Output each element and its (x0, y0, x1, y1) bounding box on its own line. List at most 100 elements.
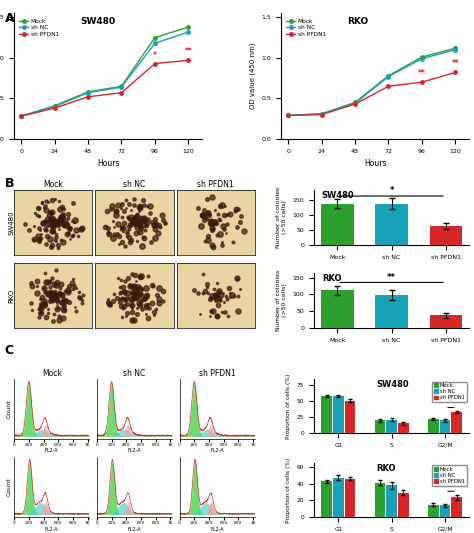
Mock (453, 45, 458, 51)
Text: **: ** (447, 398, 455, 407)
Line: sh NC: sh NC (19, 30, 190, 118)
X-axis label: FL2-A: FL2-A (45, 527, 59, 531)
Line: sh PFDN1: sh PFDN1 (19, 59, 190, 118)
Bar (345, 479, 356, 517)
Text: RKO: RKO (347, 17, 368, 26)
Bar (451, 497, 462, 517)
Text: RKO: RKO (376, 464, 396, 473)
Title: sh NC: sh NC (123, 180, 146, 189)
sh PFDN1 (453, 69, 458, 76)
Y-axis label: SW480: SW480 (9, 210, 14, 235)
Bar (429, 225, 462, 245)
Mock (185, 24, 191, 30)
sh NC (386, 74, 392, 80)
Bar (428, 419, 439, 433)
Mock (152, 35, 158, 41)
Line: Mock: Mock (286, 46, 457, 117)
Title: sh NC: sh NC (123, 369, 146, 378)
sh PFDN1 (85, 94, 91, 100)
sh PFDN1 (419, 79, 425, 85)
Bar (321, 481, 332, 517)
Bar (386, 419, 397, 433)
sh NC (285, 112, 291, 119)
Bar (398, 424, 409, 433)
Bar (440, 421, 450, 433)
Mock (85, 88, 91, 95)
sh PFDN1 (118, 90, 124, 96)
Text: **: ** (451, 59, 459, 68)
Text: B: B (5, 177, 14, 190)
Text: A: A (5, 12, 14, 25)
Text: SW480: SW480 (376, 381, 409, 390)
sh PFDN1 (319, 111, 325, 118)
Y-axis label: Number of colonies
(>50 cells): Number of colonies (>50 cells) (276, 270, 287, 331)
X-axis label: FL2-A: FL2-A (128, 448, 141, 454)
sh NC (152, 40, 158, 46)
sh NC (352, 100, 358, 107)
Mock (319, 110, 325, 117)
Text: SW480: SW480 (80, 17, 115, 26)
Bar (375, 204, 408, 245)
Legend: Mock, sh NC, sh PFDN1: Mock, sh NC, sh PFDN1 (17, 16, 61, 39)
Y-axis label: RKO: RKO (9, 288, 14, 303)
Y-axis label: Number of colonies
(>50 cells): Number of colonies (>50 cells) (276, 187, 287, 248)
Line: sh PFDN1: sh PFDN1 (286, 71, 457, 117)
Y-axis label: Count: Count (7, 400, 11, 418)
Title: Mock: Mock (42, 369, 62, 378)
Bar (386, 486, 397, 517)
Y-axis label: OD value (450 nm): OD value (450 nm) (250, 43, 256, 109)
Text: *: * (390, 186, 394, 195)
Text: **: ** (418, 69, 426, 78)
sh NC (52, 103, 57, 110)
Bar (440, 505, 450, 517)
Bar (451, 412, 462, 433)
Mock (386, 72, 392, 79)
sh PFDN1 (352, 101, 358, 107)
Bar (429, 315, 462, 328)
Bar (374, 421, 385, 433)
Bar (321, 290, 354, 328)
Y-axis label: Proportion of cells (%): Proportion of cells (%) (286, 373, 292, 439)
sh NC (453, 46, 458, 53)
Title: sh PFDN1: sh PFDN1 (197, 180, 234, 189)
Y-axis label: Proportion of cells (%): Proportion of cells (%) (286, 457, 292, 523)
X-axis label: FL2-A: FL2-A (128, 527, 141, 531)
sh PFDN1 (152, 60, 158, 67)
Text: C: C (5, 344, 14, 357)
Bar (374, 483, 385, 517)
sh PFDN1 (52, 105, 57, 111)
sh PFDN1 (285, 112, 291, 119)
sh NC (85, 90, 91, 96)
sh PFDN1 (185, 57, 191, 63)
X-axis label: FL2-A: FL2-A (210, 527, 224, 531)
Title: Mock: Mock (43, 180, 63, 189)
Mock (52, 102, 57, 109)
Line: Mock: Mock (19, 26, 190, 118)
sh PFDN1 (18, 113, 24, 119)
sh NC (185, 29, 191, 35)
Mock (18, 113, 24, 119)
X-axis label: Hours: Hours (364, 159, 386, 168)
Bar (321, 204, 354, 245)
sh NC (118, 84, 124, 90)
Bar (428, 505, 439, 517)
Text: *: * (449, 481, 453, 490)
Bar (375, 295, 408, 328)
Mock (118, 83, 124, 90)
sh NC (18, 113, 24, 119)
Bar (345, 400, 356, 433)
Text: **: ** (387, 272, 396, 281)
Legend: Mock, sh NC, sh PFDN1: Mock, sh NC, sh PFDN1 (432, 465, 466, 486)
Bar (333, 478, 344, 517)
Mock (419, 54, 425, 60)
sh NC (419, 55, 425, 62)
Legend: Mock, sh NC, sh PFDN1: Mock, sh NC, sh PFDN1 (432, 382, 466, 402)
X-axis label: FL2-A: FL2-A (210, 448, 224, 454)
Mock (285, 112, 291, 119)
Text: *: * (153, 51, 157, 60)
Y-axis label: Count: Count (7, 478, 11, 496)
X-axis label: FL2-A: FL2-A (45, 448, 59, 454)
Mock (352, 99, 358, 106)
sh PFDN1 (386, 83, 392, 90)
Text: RKO: RKO (322, 274, 341, 284)
